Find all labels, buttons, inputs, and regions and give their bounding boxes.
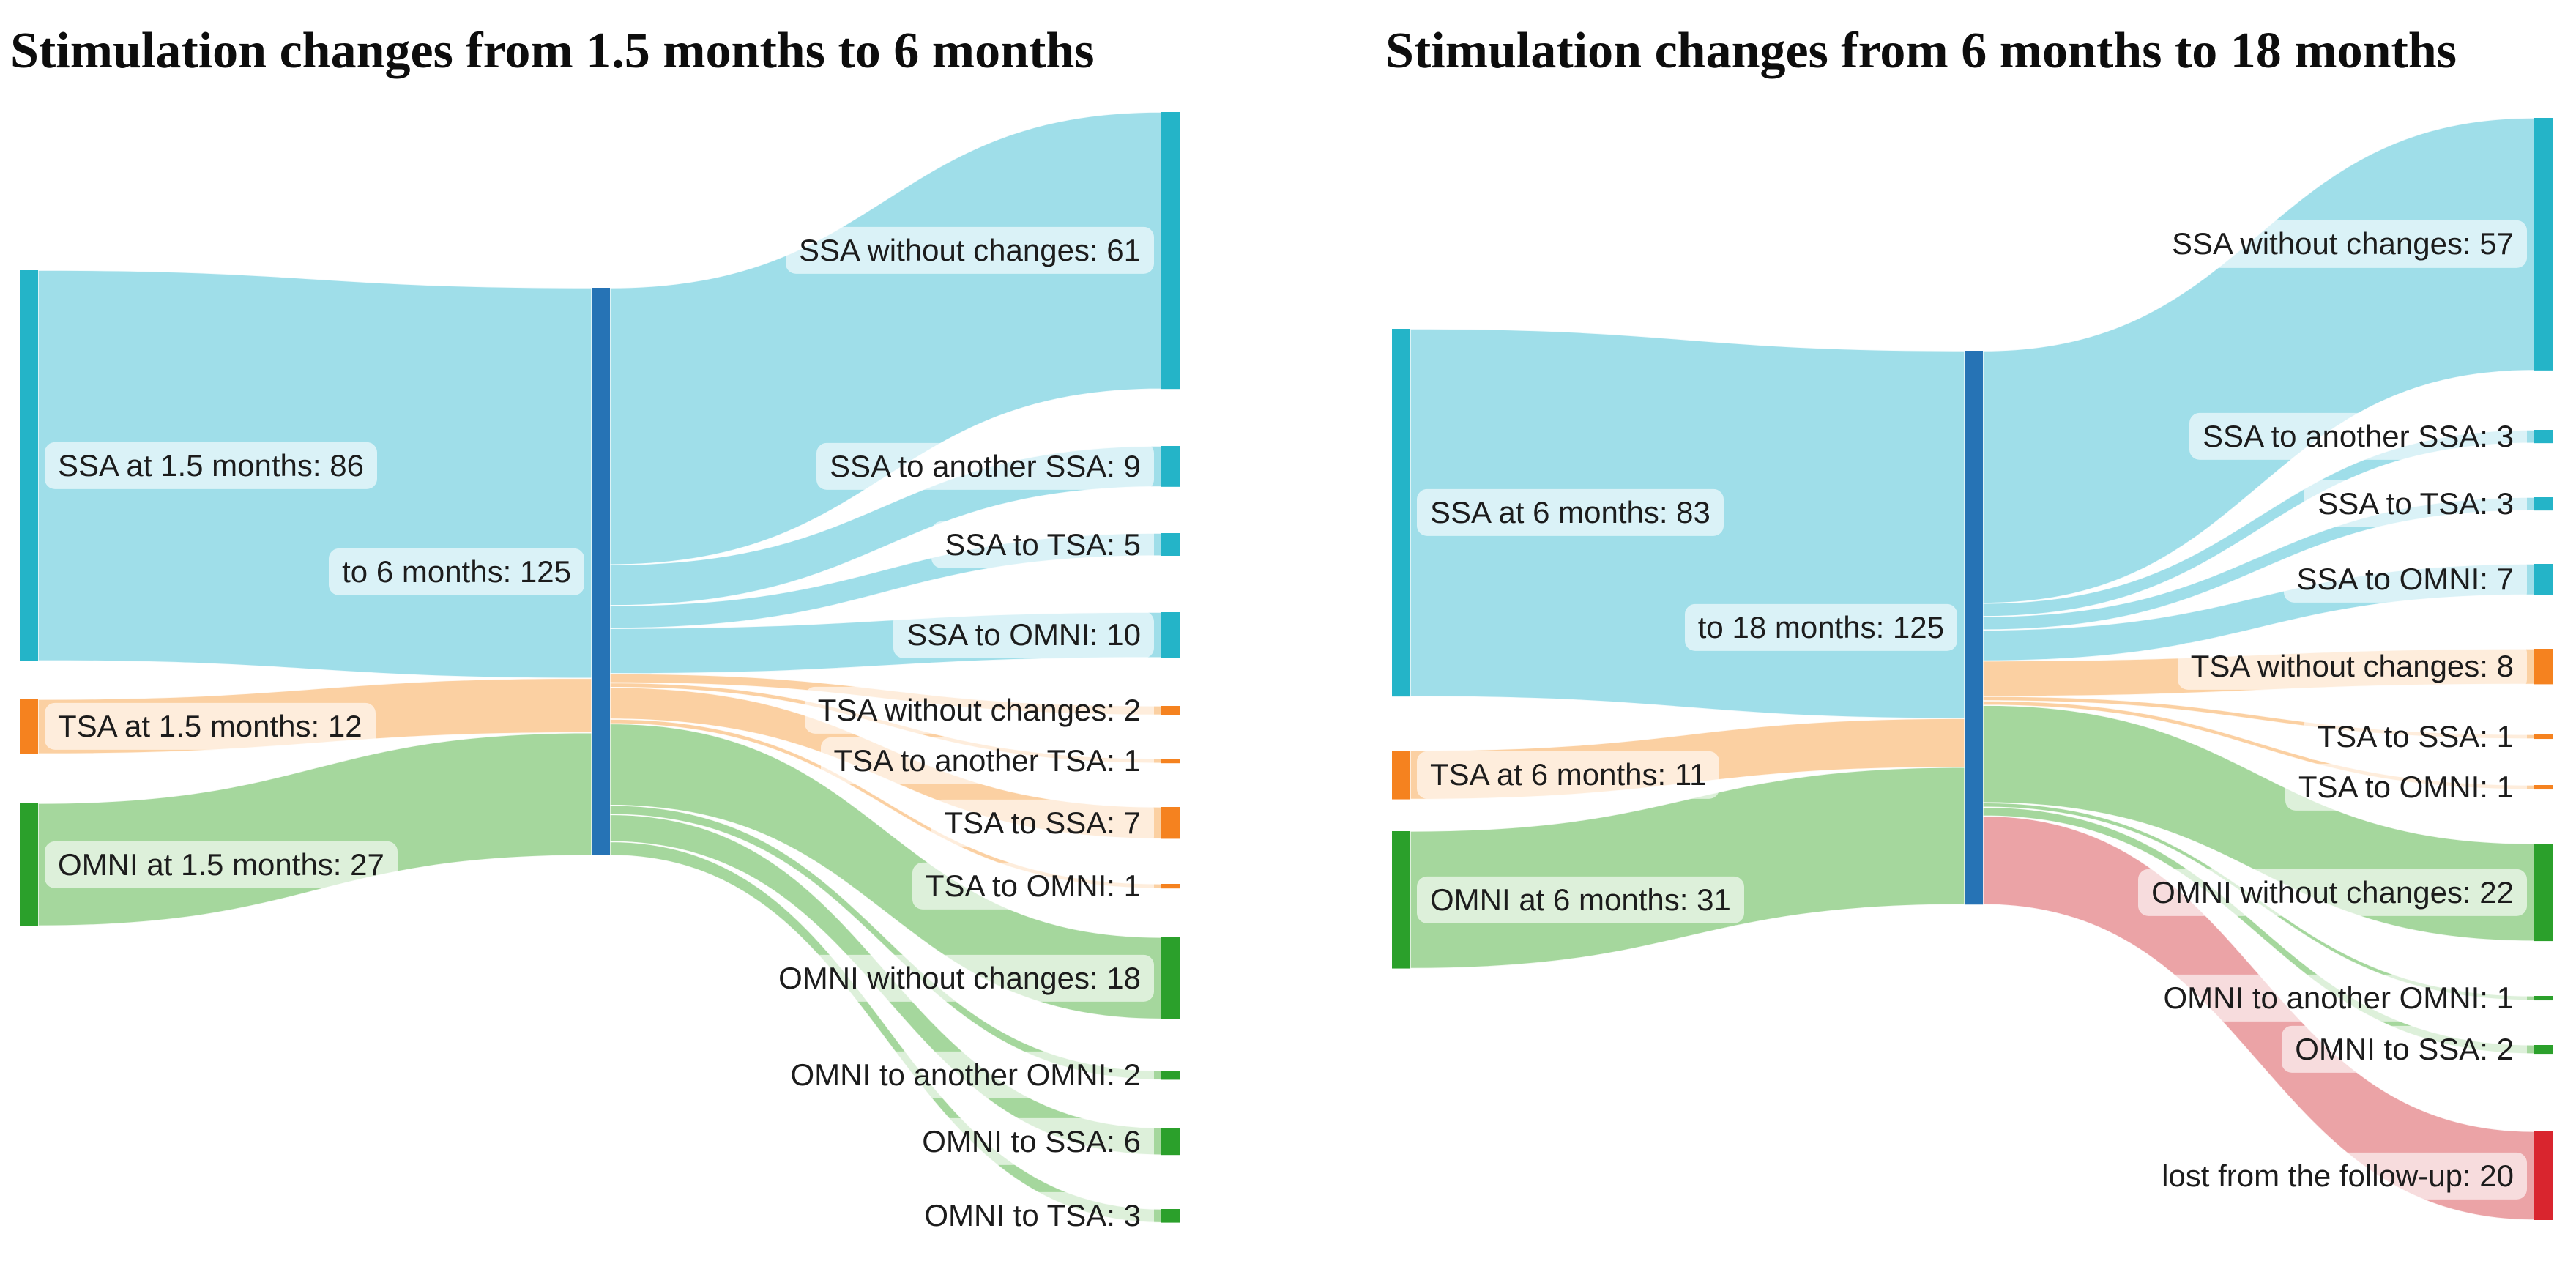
- node-label: OMNI without changes: 22: [2138, 869, 2527, 916]
- node-label: OMNI at 6 months: 31: [1417, 876, 1744, 923]
- sankey-node-tsa0[interactable]: [1392, 751, 1410, 800]
- node-label: TSA at 1.5 months: 12: [45, 703, 376, 751]
- node-label: TSA to SSA: 7: [931, 799, 1154, 847]
- sankey-node-r3[interactable]: [2534, 497, 2553, 511]
- sankey-node-r8[interactable]: [1161, 884, 1180, 889]
- sankey-node-r1[interactable]: [1161, 112, 1180, 390]
- sankey-node-r4[interactable]: [1161, 612, 1180, 658]
- sankey-node-r12[interactable]: [1161, 1209, 1180, 1223]
- node-label: SSA at 6 months: 83: [1417, 488, 1724, 537]
- node-label: TSA to SSA: 1: [2304, 713, 2527, 761]
- chart-title-right: Stimulation changes from 6 months to 18 …: [1385, 23, 2457, 79]
- node-label: SSA without changes: 57: [2159, 220, 2527, 268]
- node-label: SSA to another SSA: 3: [2189, 412, 2527, 461]
- sankey-node-r2[interactable]: [1161, 446, 1180, 487]
- sankey-node-r1[interactable]: [2534, 118, 2553, 371]
- sankey-node-r11[interactable]: [1161, 1128, 1180, 1156]
- sankey-node-r6[interactable]: [1161, 759, 1180, 764]
- sankey-node-r7[interactable]: [2534, 785, 2553, 790]
- node-label: TSA at 6 months: 11: [1417, 751, 1720, 799]
- node-label: to 6 months: 125: [329, 548, 584, 595]
- sankey-node-ssa0[interactable]: [1392, 329, 1410, 697]
- sankey-node-r10[interactable]: [2534, 1045, 2553, 1055]
- sankey-node-r6[interactable]: [2534, 734, 2553, 740]
- sankey-node-r5[interactable]: [1161, 706, 1180, 715]
- sankey-node-omni0[interactable]: [1392, 831, 1410, 969]
- node-label: SSA without changes: 61: [786, 226, 1154, 275]
- sankey-link[interactable]: [609, 111, 1162, 565]
- node-label: lost from the follow-up: 20: [2148, 1152, 2527, 1200]
- sankey-node-mid[interactable]: [1965, 351, 1983, 905]
- node-label: OMNI at 1.5 months: 27: [45, 841, 398, 888]
- sankey-link[interactable]: [37, 732, 592, 927]
- node-label: OMNI to another OMNI: 2: [777, 1052, 1154, 1099]
- node-label: TSA to OMNI: 1: [2285, 763, 2527, 811]
- node-label: TSA to another TSA: 1: [820, 737, 1154, 785]
- node-label: SSA to another SSA: 9: [816, 442, 1154, 491]
- sankey-node-r3[interactable]: [1161, 533, 1180, 556]
- node-label: TSA without changes: 2: [804, 687, 1154, 734]
- node-label: SSA to TSA: 5: [931, 521, 1154, 568]
- node-label: OMNI to SSA: 6: [909, 1117, 1154, 1165]
- sankey-node-r9[interactable]: [1161, 937, 1180, 1019]
- node-label: OMNI without changes: 18: [765, 954, 1154, 1002]
- node-label: OMNI to another OMNI: 1: [2150, 974, 2527, 1022]
- sankey-node-omni0[interactable]: [20, 803, 38, 926]
- sankey-node-r10[interactable]: [1161, 1071, 1180, 1080]
- node-label: TSA to OMNI: 1: [912, 862, 1154, 910]
- node-label: OMNI to SSA: 2: [2282, 1025, 2527, 1074]
- node-label: OMNI to TSA: 3: [911, 1192, 1154, 1240]
- sankey-node-r5[interactable]: [2534, 649, 2553, 685]
- sankey-node-r7[interactable]: [1161, 807, 1180, 839]
- sankey-node-r2[interactable]: [2534, 430, 2553, 444]
- node-label: SSA to TSA: 3: [2304, 480, 2527, 528]
- sankey-node-tsa0[interactable]: [20, 699, 38, 754]
- node-label: SSA to OMNI: 10: [893, 611, 1154, 659]
- node-label: SSA at 1.5 months: 86: [45, 442, 377, 489]
- node-label: TSA without changes: 8: [2177, 643, 2527, 691]
- sankey-node-r8[interactable]: [2534, 844, 2553, 942]
- chart-title-left: Stimulation changes from 1.5 months to 6…: [10, 23, 1095, 79]
- node-label: to 18 months: 125: [1684, 603, 1957, 652]
- sankey-node-r11[interactable]: [2534, 1131, 2553, 1220]
- sankey-node-ssa0[interactable]: [20, 270, 38, 661]
- sankey-node-r9[interactable]: [2534, 996, 2553, 1001]
- sankey-node-r4[interactable]: [2534, 564, 2553, 595]
- node-label: SSA to OMNI: 7: [2283, 556, 2527, 603]
- sankey-node-mid[interactable]: [592, 288, 610, 855]
